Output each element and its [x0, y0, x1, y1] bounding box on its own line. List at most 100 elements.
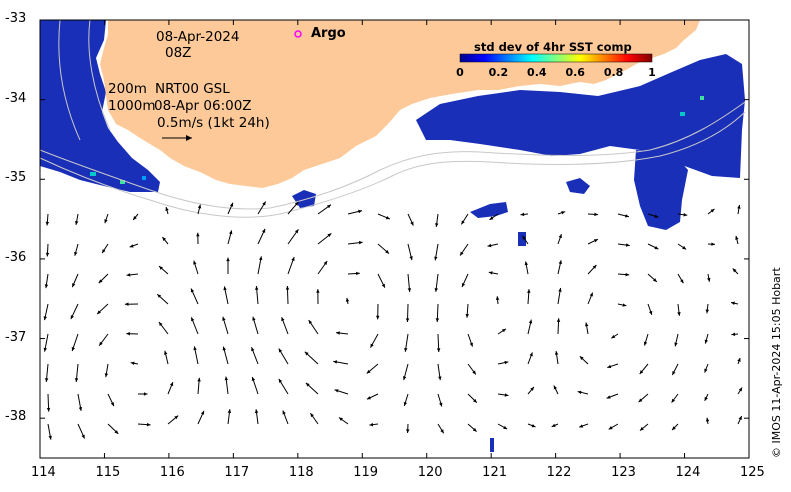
colorbar-tick-label: 1 [648, 66, 656, 79]
current-arrow [285, 285, 290, 305]
bathymetry-contours [39, 19, 746, 218]
sst-speck [142, 176, 146, 180]
current-arrow [126, 331, 139, 336]
current-arrow [407, 243, 413, 261]
sst-speck [680, 112, 685, 116]
current-arrow [366, 363, 379, 374]
current-arrow [375, 303, 380, 320]
scale-arrow [162, 135, 192, 141]
credit-text: © IMOS 11-Apr-2024 15:05 Hobart [770, 267, 783, 458]
current-arrow [437, 423, 445, 434]
current-arrow [317, 204, 332, 215]
current-arrow [671, 393, 679, 403]
current-arrow [524, 261, 529, 275]
current-arrow [190, 288, 199, 305]
current-arrow [579, 355, 589, 365]
x-tick-label: 119 [353, 465, 379, 480]
current-arrow [347, 240, 363, 245]
sst-patch-west [40, 20, 160, 192]
current-arrow [71, 273, 79, 288]
current-arrow [222, 316, 229, 335]
x-tick-label: 123 [611, 465, 636, 480]
current-arrow [557, 260, 563, 275]
sst-patch-small-4 [518, 232, 526, 246]
y-tick-label: -37 [5, 329, 27, 345]
current-arrow [310, 412, 319, 425]
current-arrow [437, 363, 442, 381]
y-tick-label: -36 [5, 249, 27, 265]
current-arrow [617, 213, 630, 218]
sst-patch-small-5 [490, 438, 494, 452]
current-arrow [45, 243, 50, 257]
current-arrow [587, 264, 597, 275]
current-arrow [677, 243, 687, 250]
sst-speck [90, 172, 96, 176]
product-label: NRT00 GSL [155, 81, 230, 97]
current-arrow [308, 319, 319, 335]
current-arrow [193, 346, 199, 365]
current-arrow [730, 301, 739, 305]
current-arrow [461, 273, 469, 288]
contour-200-label: 200m [108, 81, 147, 97]
current-arrow [577, 390, 589, 395]
current-arrow [70, 303, 79, 320]
colorbar-tick-label: 0.6 [565, 66, 585, 79]
current-arrow [224, 376, 229, 395]
current-arrow [347, 209, 363, 215]
current-arrow [638, 393, 649, 403]
current-arrow [278, 378, 289, 395]
x-tick-label: 125 [740, 465, 765, 480]
colorbar-gradient [459, 53, 653, 63]
current-arrow [705, 303, 710, 314]
current-arrow [338, 417, 349, 425]
current-arrow [44, 273, 49, 289]
axis-ticks [39, 19, 750, 458]
current-arrow [611, 333, 619, 339]
colorbar-tick-label: 0.4 [527, 66, 547, 79]
current-arrow [281, 316, 289, 335]
current-arrow [101, 243, 109, 254]
x-tick-label: 120 [417, 465, 443, 480]
current-arrow [587, 212, 599, 217]
current-arrow [77, 393, 83, 412]
current-arrow [104, 213, 109, 224]
current-arrow [104, 363, 109, 378]
current-arrow [156, 293, 169, 305]
y-tick-label: -33 [5, 11, 27, 26]
current-arrow [587, 238, 599, 245]
product-time-label: 08-Apr 06:00Z [154, 98, 252, 114]
current-arrow [197, 377, 201, 395]
current-arrow [407, 213, 414, 226]
argo-label: Argo [311, 26, 346, 41]
current-arrow [47, 423, 52, 440]
current-arrow [71, 333, 79, 352]
current-arrow [617, 272, 630, 277]
current-arrow [316, 289, 320, 305]
current-arrow [671, 423, 679, 431]
current-arrow [287, 256, 295, 275]
current-arrow [193, 260, 199, 275]
current-arrow [345, 297, 350, 305]
current-arrow [677, 273, 684, 284]
current-arrow [647, 303, 653, 316]
current-arrow [677, 303, 681, 316]
current-arrow [126, 273, 139, 277]
current-arrow [287, 229, 299, 245]
current-arrow [227, 202, 234, 215]
current-arrow [190, 317, 199, 335]
current-arrow [488, 271, 499, 275]
colorbar-title: std dev of 4hr SST comp [474, 40, 632, 54]
x-tick-label: 122 [546, 465, 572, 480]
plot-frame [39, 19, 750, 459]
current-arrow [305, 382, 319, 395]
current-arrow [167, 381, 174, 395]
current-arrow [366, 393, 379, 400]
current-arrow [98, 333, 109, 347]
map-date: 08-Apr-2024 [156, 29, 240, 45]
sst-speck [700, 96, 704, 100]
current-arrow [467, 423, 477, 432]
current-arrow [647, 243, 659, 250]
current-arrow [257, 228, 266, 245]
current-arrow [369, 422, 379, 427]
